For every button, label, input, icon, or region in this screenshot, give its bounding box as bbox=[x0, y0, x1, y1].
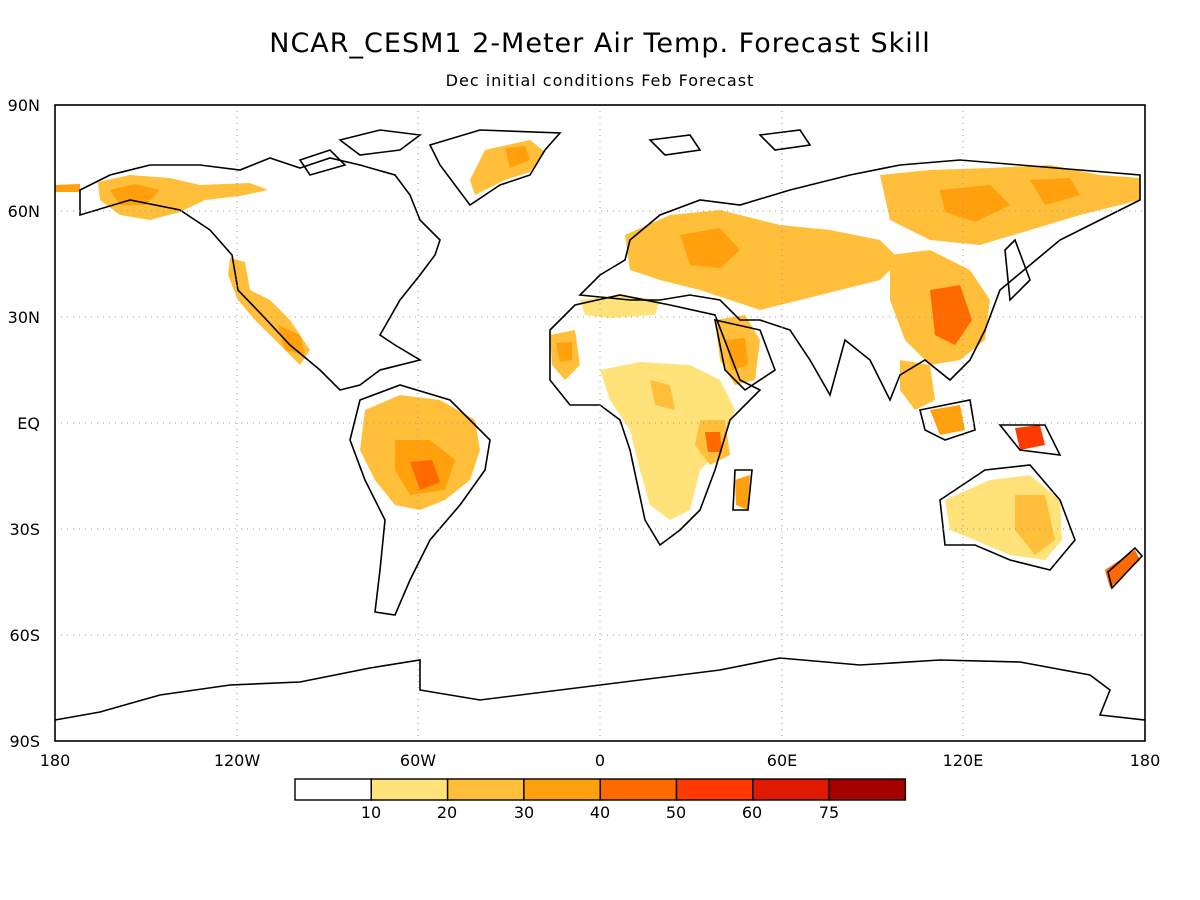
lat-tick-label: 60S bbox=[9, 626, 40, 645]
colorbar-label: 20 bbox=[437, 803, 457, 822]
colorbar-swatch bbox=[675, 778, 754, 801]
lat-tick-label: EQ bbox=[17, 414, 40, 433]
colorbar-swatch bbox=[752, 778, 830, 801]
colorbar-label: 30 bbox=[514, 803, 534, 822]
colorbar-swatch bbox=[523, 778, 601, 801]
skill-shading bbox=[55, 140, 1140, 588]
lon-axis: 180 120W 60W 0 60E 120E 180 bbox=[40, 751, 1161, 770]
lon-tick-label: 120E bbox=[943, 751, 984, 770]
colorbar-label: 10 bbox=[361, 803, 381, 822]
colorbar-label: 75 bbox=[819, 803, 839, 822]
colorbar-swatch bbox=[294, 778, 373, 801]
map-subtitle: Dec initial conditions Feb Forecast bbox=[445, 71, 755, 90]
colorbar-label: 60 bbox=[742, 803, 762, 822]
colorbar-swatch bbox=[599, 778, 678, 801]
lon-tick-label: 180 bbox=[40, 751, 71, 770]
map-plot bbox=[54, 104, 1146, 742]
map-frame bbox=[54, 104, 1146, 742]
lat-tick-label: 30N bbox=[8, 308, 40, 327]
map-title: NCAR_CESM1 2-Meter Air Temp. Forecast Sk… bbox=[269, 28, 931, 59]
colorbar: 10 20 30 40 50 60 75 bbox=[294, 778, 907, 822]
colorbar-swatch bbox=[370, 778, 449, 801]
lon-tick-label: 120W bbox=[214, 751, 261, 770]
grid-lines bbox=[55, 105, 1145, 741]
lon-tick-label: 60E bbox=[767, 751, 797, 770]
colorbar-swatch bbox=[828, 778, 907, 801]
lat-tick-label: 60N bbox=[8, 202, 40, 221]
lat-axis: 90N 60N 30N EQ 30S 60S 90S bbox=[8, 96, 40, 751]
coastlines bbox=[54, 129, 1146, 721]
colorbar-label: 50 bbox=[666, 803, 686, 822]
colorbar-label: 40 bbox=[590, 803, 610, 822]
colorbar-swatch bbox=[446, 778, 525, 801]
lon-tick-label: 0 bbox=[595, 751, 605, 770]
lat-tick-label: 90S bbox=[9, 732, 40, 751]
lat-tick-label: 90N bbox=[8, 96, 40, 115]
lat-tick-label: 30S bbox=[9, 520, 40, 539]
lon-tick-label: 60W bbox=[400, 751, 436, 770]
lon-tick-label: 180 bbox=[1130, 751, 1161, 770]
